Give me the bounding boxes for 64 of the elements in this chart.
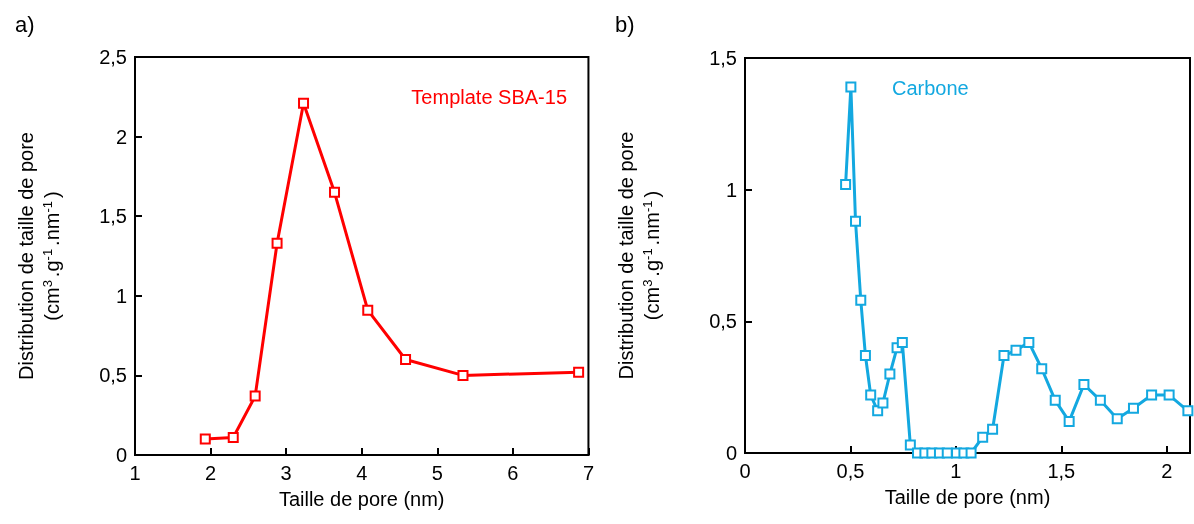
point (987, 423, 999, 435)
point (1063, 415, 1075, 427)
point (1049, 394, 1061, 406)
point (1010, 344, 1022, 356)
point (904, 439, 916, 451)
x-tick-label: 4 (356, 462, 368, 484)
text: Template SBA-15 (411, 86, 568, 108)
x-tick-label: 7 (582, 462, 594, 484)
point (1023, 336, 1035, 348)
x-tick-label: 2 (205, 462, 217, 484)
point (1078, 379, 1090, 391)
point (1127, 402, 1139, 414)
y-tick-label: 1,5 (709, 47, 737, 69)
point (896, 336, 908, 348)
point (877, 397, 889, 409)
y-tick-label: 1,5 (99, 205, 127, 228)
x-tick-label: 1 (950, 460, 962, 482)
point (271, 237, 283, 249)
point (850, 215, 862, 227)
y-tick-label: 0 (115, 444, 127, 466)
point (1163, 389, 1175, 401)
x-tick-label: 6 (507, 462, 519, 484)
y-tick-label: 2,5 (99, 46, 127, 68)
x-axis-title: Taille de pore (nm) (278, 488, 445, 510)
point (840, 178, 852, 190)
chart-title: a) (15, 11, 35, 37)
point (865, 389, 877, 401)
y-tick-label: 0,5 (709, 310, 737, 333)
series-label: Carbone (892, 77, 969, 99)
point (998, 350, 1010, 362)
x-tick-label: 1 (129, 462, 141, 484)
x-tick-label: 2 (1161, 460, 1173, 482)
y-tick-label: 0 (725, 442, 737, 464)
point (362, 304, 374, 316)
chart-title: b) (615, 11, 635, 37)
point (884, 368, 896, 380)
y-tick-label: 1 (725, 178, 737, 201)
point (965, 447, 977, 459)
point (1036, 363, 1048, 375)
x-axis-title: Taille de pore (nm) (884, 486, 1051, 508)
y-tick-label: 1 (115, 284, 127, 307)
point (1182, 405, 1194, 417)
point (977, 431, 989, 443)
point (845, 81, 857, 93)
point (1094, 394, 1106, 406)
point (199, 433, 211, 445)
point (227, 431, 239, 443)
point (573, 366, 585, 378)
y-tick-label: 0,5 (99, 364, 127, 387)
point (249, 390, 261, 402)
x-tick-label: 1,5 (1047, 460, 1076, 482)
x-tick-label: 0,5 (836, 460, 865, 482)
point (457, 369, 469, 381)
point (400, 353, 412, 365)
point (1111, 413, 1123, 425)
y-tick-label: 2 (115, 125, 127, 148)
x-tick-label: 3 (280, 462, 292, 484)
point (298, 97, 310, 109)
x-tick-label: 0 (739, 460, 751, 482)
point (1146, 389, 1158, 401)
point (329, 186, 341, 198)
point (859, 350, 871, 362)
point (855, 294, 867, 306)
x-tick-label: 5 (431, 462, 443, 484)
